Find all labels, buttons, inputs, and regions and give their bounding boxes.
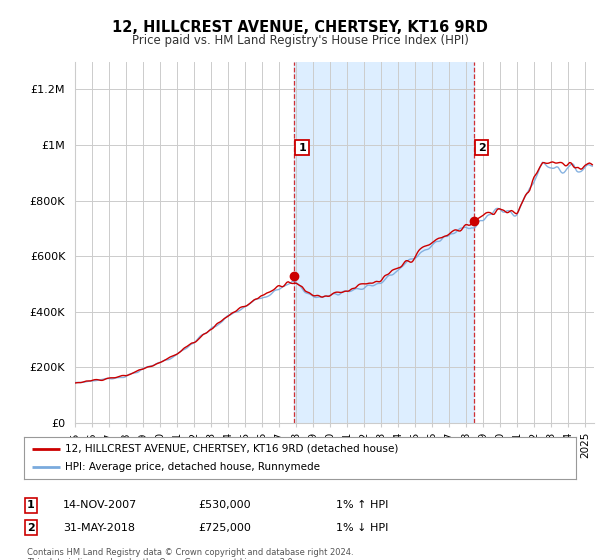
Text: £530,000: £530,000	[198, 500, 251, 510]
Text: 2: 2	[27, 522, 35, 533]
Text: 1% ↑ HPI: 1% ↑ HPI	[336, 500, 388, 510]
Bar	[294, 62, 473, 423]
Text: 31-MAY-2018: 31-MAY-2018	[63, 522, 135, 533]
Text: £725,000: £725,000	[198, 522, 251, 533]
Text: 12, HILLCREST AVENUE, CHERTSEY, KT16 9RD (detached house): 12, HILLCREST AVENUE, CHERTSEY, KT16 9RD…	[65, 444, 399, 454]
Text: 1: 1	[27, 500, 35, 510]
Text: Price paid vs. HM Land Registry's House Price Index (HPI): Price paid vs. HM Land Registry's House …	[131, 34, 469, 46]
Text: 1% ↓ HPI: 1% ↓ HPI	[336, 522, 388, 533]
Text: HPI: Average price, detached house, Runnymede: HPI: Average price, detached house, Runn…	[65, 462, 320, 472]
Text: 2: 2	[478, 142, 485, 152]
Text: 14-NOV-2007: 14-NOV-2007	[63, 500, 137, 510]
Text: 1: 1	[298, 142, 306, 152]
Text: 12, HILLCREST AVENUE, CHERTSEY, KT16 9RD: 12, HILLCREST AVENUE, CHERTSEY, KT16 9RD	[112, 20, 488, 35]
Text: Contains HM Land Registry data © Crown copyright and database right 2024.
This d: Contains HM Land Registry data © Crown c…	[27, 548, 353, 560]
